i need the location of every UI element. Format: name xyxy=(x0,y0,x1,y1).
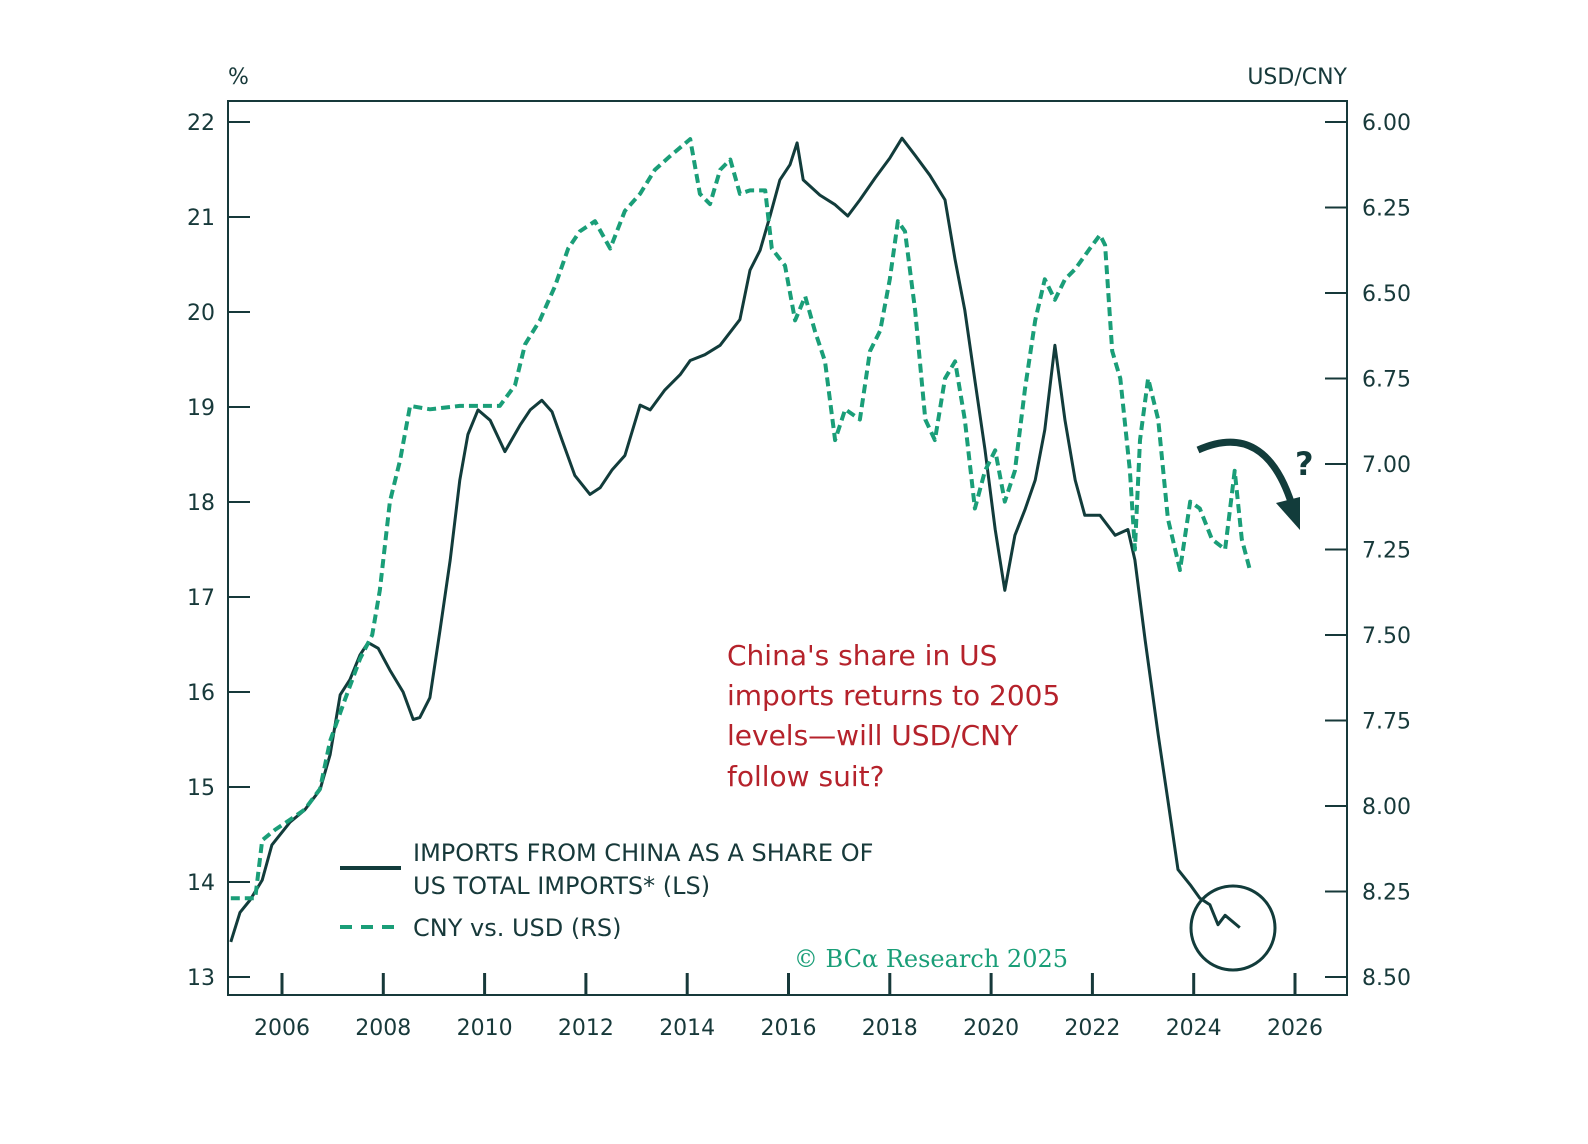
right-tick-label: 6.50 xyxy=(1362,282,1411,307)
question-mark: ? xyxy=(1295,445,1314,483)
left-tick-label: 21 xyxy=(187,206,215,231)
annotation: China's share in US imports returns to 2… xyxy=(727,639,1060,793)
x-tick-label: 2020 xyxy=(963,1016,1019,1041)
x-tick-label: 2006 xyxy=(254,1016,310,1041)
right-tick-label: 7.25 xyxy=(1362,539,1411,564)
x-tick-label: 2024 xyxy=(1166,1016,1222,1041)
copyright: © BCα Research 2025 xyxy=(794,945,1068,973)
left-tick-label: 14 xyxy=(187,871,215,896)
right-tick-label: 8.50 xyxy=(1362,966,1411,991)
china-import-share-line xyxy=(229,136,1241,943)
x-tick-label: 2018 xyxy=(862,1016,918,1041)
right-tick-label: 6.25 xyxy=(1362,197,1411,222)
left-tick-label: 18 xyxy=(187,491,215,516)
right-tick-label: 8.00 xyxy=(1362,795,1411,820)
annotation-line: levels—will USD/CNY xyxy=(727,719,1019,752)
left-axis-unit: % xyxy=(228,65,249,90)
arrowhead-icon xyxy=(1276,497,1300,530)
right-tick-label: 7.00 xyxy=(1362,453,1411,478)
left-tick-label: 16 xyxy=(187,681,215,706)
legend: IMPORTS FROM CHINA AS A SHARE OF US TOTA… xyxy=(340,839,873,942)
right-tick-label: 7.50 xyxy=(1362,624,1411,649)
right-tick-label: 8.25 xyxy=(1362,881,1411,906)
highlight-circle xyxy=(1189,884,1277,972)
legend-label: US TOTAL IMPORTS* (LS) xyxy=(413,872,710,900)
x-tick-label: 2012 xyxy=(558,1016,614,1041)
x-tick-label: 2022 xyxy=(1064,1016,1120,1041)
x-tick-label: 2014 xyxy=(659,1016,715,1041)
x-tick-label: 2008 xyxy=(355,1016,411,1041)
annotation-line: China's share in US xyxy=(727,639,997,672)
cny-usd-line xyxy=(230,137,1252,901)
left-tick-label: 17 xyxy=(187,586,215,611)
right-tick-label: 7.75 xyxy=(1362,710,1411,735)
annotation-line: imports returns to 2005 xyxy=(727,679,1060,712)
down-arrow-icon xyxy=(1196,438,1296,507)
right-tick-label: 6.75 xyxy=(1362,368,1411,393)
left-tick-label: 19 xyxy=(187,396,215,421)
left-tick-label: 22 xyxy=(187,111,215,136)
legend-label: IMPORTS FROM CHINA AS A SHARE OF xyxy=(413,839,873,867)
x-tick-label: 2026 xyxy=(1267,1016,1323,1041)
x-tick-label: 2010 xyxy=(457,1016,513,1041)
right-tick-label: 6.00 xyxy=(1362,111,1411,136)
left-tick-label: 15 xyxy=(187,776,215,801)
legend-label: CNY vs. USD (RS) xyxy=(413,914,622,942)
x-tick-label: 2016 xyxy=(761,1016,817,1041)
left-tick-label: 20 xyxy=(187,301,215,326)
left-tick-label: 13 xyxy=(187,966,215,991)
annotation-line: follow suit? xyxy=(727,760,884,793)
right-axis-unit: USD/CNY xyxy=(1247,65,1347,90)
